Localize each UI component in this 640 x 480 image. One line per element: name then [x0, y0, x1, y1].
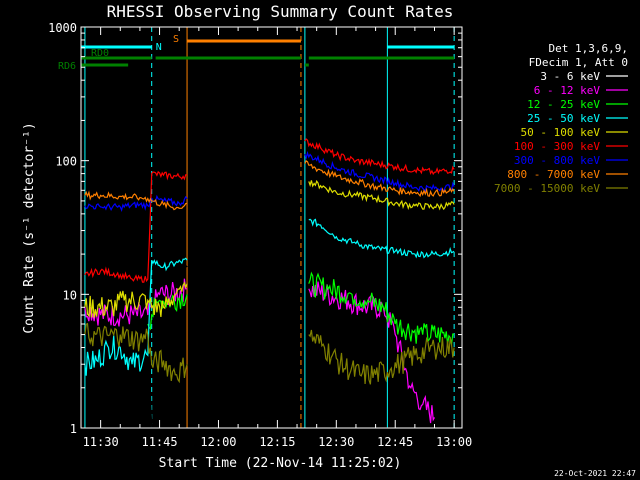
plot-frame [80, 26, 463, 429]
series-line-100-300-kev [84, 138, 455, 283]
legend-label-12-25-kev: 12 - 25 keV [527, 98, 600, 111]
flag-bar-label-n: N [156, 42, 162, 53]
x-tick-label-11-45: 11:45 [141, 435, 177, 449]
x-tick-label-12-15: 12:15 [259, 435, 295, 449]
x-tick-label-11-30: 11:30 [83, 435, 119, 449]
series-line-6-12-kev [84, 278, 436, 424]
flag-vertical-lines [84, 27, 455, 428]
legend-header-line-1: Det 1,3,6,9, [549, 42, 628, 55]
series-line-25-50-kev [84, 218, 455, 376]
series-lines [84, 138, 455, 429]
series-line-12-25-kev [147, 271, 455, 345]
series-line-800-7000-kev [84, 160, 455, 211]
generated-timestamp: 22-Oct-2021 22:47 [554, 469, 636, 478]
chart-title: RHESSI Observing Summary Count Rates [107, 2, 454, 21]
x-axis: 11:30 11:45 12:00 12:15 12:30 12:45 13:00 [80, 27, 472, 449]
series-line-50-100-kev [84, 179, 455, 318]
legend-label-3-6-kev: 3 - 6 keV [540, 70, 600, 83]
y-axis-label: Count Rate (s⁻¹ detector⁻¹) [22, 122, 37, 333]
legend-header-line-2: FDecim 1, Att 0 [529, 56, 628, 69]
series-line-7000-15000-kev [84, 322, 455, 385]
x-axis-label: Start Time (22-Nov-14 11:25:02) [159, 456, 402, 471]
flag-bars: NS RD0 RD6 [58, 34, 455, 72]
legend-label-300-800-kev: 300 - 800 keV [514, 154, 600, 167]
legend-label-50-100-kev: 50 - 100 keV [521, 126, 601, 139]
x-tick-label-13-00: 13:00 [436, 435, 472, 449]
x-tick-label-12-00: 12:00 [200, 435, 236, 449]
y-tick-label-100: 100 [55, 155, 77, 169]
legend-label-100-300-kev: 100 - 300 keV [514, 140, 600, 153]
flag-bar-label-rd0: RD0 [91, 48, 109, 59]
x-tick-label-12-45: 12:45 [377, 435, 413, 449]
legend-label-800-7000-kev: 800 - 7000 keV [507, 168, 600, 181]
y-axis: 1 10 100 1000 [48, 21, 462, 436]
legend-label-6-12-kev: 6 - 12 keV [534, 84, 601, 97]
x-tick-label-12-30: 12:30 [318, 435, 354, 449]
flag-bar-label-rd6: RD6 [58, 61, 76, 72]
flag-bar-label-s: S [173, 34, 179, 45]
legend: Det 1,3,6,9, FDecim 1, Att 0 3 - 6 keV6 … [494, 42, 628, 195]
legend-label-7000-15000-kev: 7000 - 15000 keV [494, 182, 600, 195]
y-tick-label-1: 1 [70, 422, 77, 436]
legend-label-25-50-kev: 25 - 50 keV [527, 112, 600, 125]
y-tick-label-10: 10 [63, 288, 77, 302]
y-tick-label-1000: 1000 [48, 21, 77, 35]
series-line-300-800-kev [84, 150, 455, 212]
